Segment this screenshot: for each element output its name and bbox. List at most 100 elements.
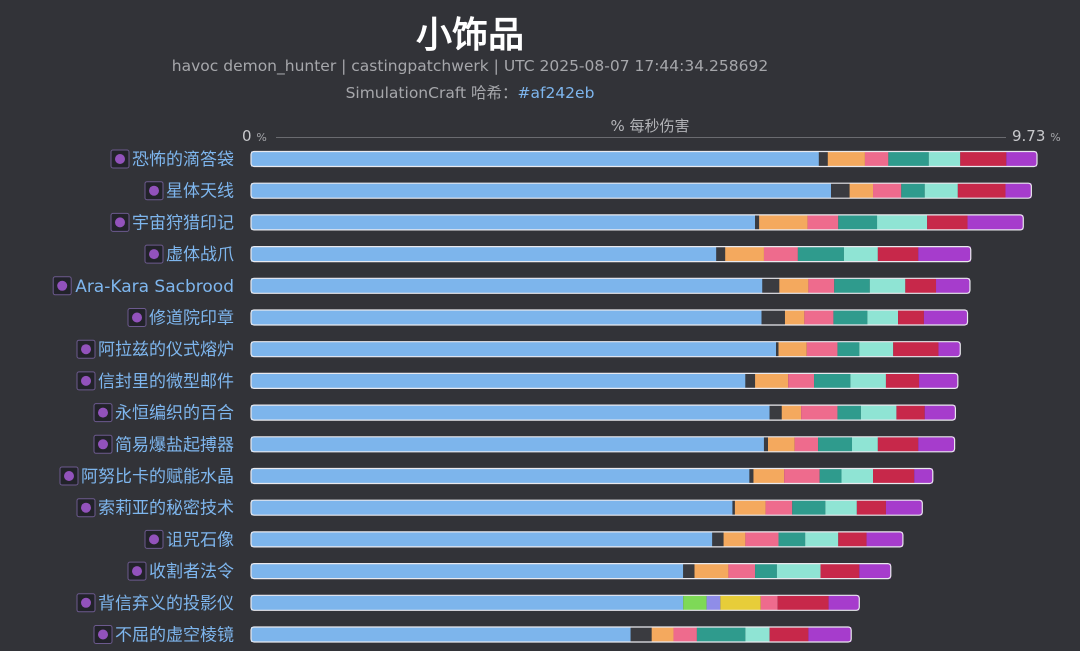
bar-segment xyxy=(251,595,684,611)
bar-segment xyxy=(251,310,762,325)
bar-segment xyxy=(683,595,707,611)
bar-segment xyxy=(936,278,970,294)
bar-segment xyxy=(765,500,793,516)
bar-segment xyxy=(856,500,886,516)
category-label: 恐怖的滴答袋 xyxy=(132,150,234,170)
x-axis-max-tick: 9.73 % xyxy=(1012,127,1061,145)
bar-segment xyxy=(806,341,838,357)
cursed-statue-icon xyxy=(144,529,164,549)
hash-link[interactable]: #af242eb xyxy=(517,84,595,102)
bar-segment xyxy=(794,436,819,452)
bar-segment xyxy=(837,405,861,421)
bar-segment xyxy=(776,563,821,579)
category-label: 永恒编织的百合 xyxy=(115,404,234,424)
category-label: 阿拉兹的仪式熔炉 xyxy=(98,340,234,360)
spider-sac-icon xyxy=(52,276,72,296)
category-label: 索莉亚的秘密技术 xyxy=(98,499,234,519)
salt-igniter-icon xyxy=(93,434,113,454)
category-label: 阿努比卡的赋能水晶 xyxy=(81,467,234,487)
bar-segment xyxy=(867,310,899,325)
category-label: Ara-Kara Sacbrood xyxy=(75,277,234,297)
bar-outline xyxy=(250,277,971,294)
bar-segment xyxy=(749,468,754,484)
bar-segment xyxy=(877,246,919,262)
void-prism-icon xyxy=(93,625,113,644)
bar-segment xyxy=(901,183,925,199)
bar-segment xyxy=(849,183,874,199)
bar-segment xyxy=(251,373,746,389)
bar-segment xyxy=(251,214,756,230)
bar-segment xyxy=(923,310,968,325)
bar-segment xyxy=(818,436,853,452)
bar-segment xyxy=(784,310,805,325)
bar-segment xyxy=(728,563,756,579)
bar-segment xyxy=(1006,151,1037,167)
bar-segment xyxy=(251,151,819,167)
bar-segment xyxy=(967,214,1024,230)
bar-segment xyxy=(834,278,870,294)
bar-segment xyxy=(778,341,807,357)
bar-segment xyxy=(251,246,717,262)
bar-segment xyxy=(769,627,809,642)
bar-segment xyxy=(850,373,886,389)
category-label: 诅咒石像 xyxy=(166,530,234,550)
bar-row: 不屈的虚空棱镜 xyxy=(93,625,852,646)
ritual-forge-icon xyxy=(76,339,96,359)
bar-segment xyxy=(683,563,695,579)
bar-segment xyxy=(696,627,746,642)
bar-segment xyxy=(860,405,897,421)
bar-segment xyxy=(251,468,750,484)
chart-subtitle: havoc demon_hunter | castingpatchwerk | … xyxy=(171,57,769,75)
bar-row: 宇宙狩猎印记 xyxy=(110,212,1024,233)
bar-segment xyxy=(838,214,878,230)
bar-segment xyxy=(777,595,829,611)
bar-segment xyxy=(828,595,860,611)
bar-segment xyxy=(763,246,798,262)
crystal-icon xyxy=(59,466,79,486)
bar-segment xyxy=(873,183,902,199)
category-label: 简易爆盐起搏器 xyxy=(115,435,234,455)
bar-segment xyxy=(716,246,726,262)
bar-segment xyxy=(781,405,802,421)
bar-segment xyxy=(784,468,820,484)
bar-row: 信封里的微型邮件 xyxy=(76,371,959,392)
bar-segment xyxy=(938,341,961,357)
bar-segment xyxy=(788,373,815,389)
bar-segment xyxy=(885,500,923,516)
bar-segment xyxy=(251,405,770,421)
bar-segment xyxy=(819,468,842,484)
bar-segment xyxy=(792,500,826,516)
bar-outline xyxy=(250,626,852,643)
bar-segment xyxy=(762,278,780,294)
bar-segment xyxy=(251,436,764,452)
bar-segment xyxy=(905,278,937,294)
bar-segment xyxy=(960,151,1007,167)
bar-segment xyxy=(755,214,760,230)
bar-segment xyxy=(866,531,903,547)
category-label: 收割者法令 xyxy=(149,562,234,582)
bar-segment xyxy=(885,373,920,389)
bar-row: 简易爆盐起搏器 xyxy=(93,434,956,455)
bar-row: 永恒编织的百合 xyxy=(93,403,957,424)
bar-row: 修道院印章 xyxy=(127,308,969,329)
bar-segment xyxy=(918,436,955,452)
x-axis-unit: % xyxy=(1050,131,1061,144)
bar-segment xyxy=(841,468,874,484)
purple-feather-icon xyxy=(144,181,164,201)
bar-outline xyxy=(250,467,934,485)
bar-row: 虚体战爪 xyxy=(144,244,972,265)
bar-row: Ara-Kara Sacbrood xyxy=(52,276,971,297)
bar-outline xyxy=(250,499,923,516)
category-label: 信封里的微型邮件 xyxy=(98,372,234,392)
bar-segment xyxy=(673,627,697,642)
bar-outline xyxy=(250,150,1038,168)
category-label: 修道院印章 xyxy=(149,309,234,329)
bar-segment xyxy=(769,405,782,421)
bar-outline xyxy=(250,404,957,421)
bar-segment xyxy=(723,531,746,547)
bar-segment xyxy=(797,246,844,262)
bar-segment xyxy=(928,151,961,167)
attribution: SimulationCraft 哈希：#af242eb xyxy=(0,81,940,103)
bar-row: 背信弃义的投影仪 xyxy=(76,593,860,614)
bar-segment xyxy=(877,436,919,452)
